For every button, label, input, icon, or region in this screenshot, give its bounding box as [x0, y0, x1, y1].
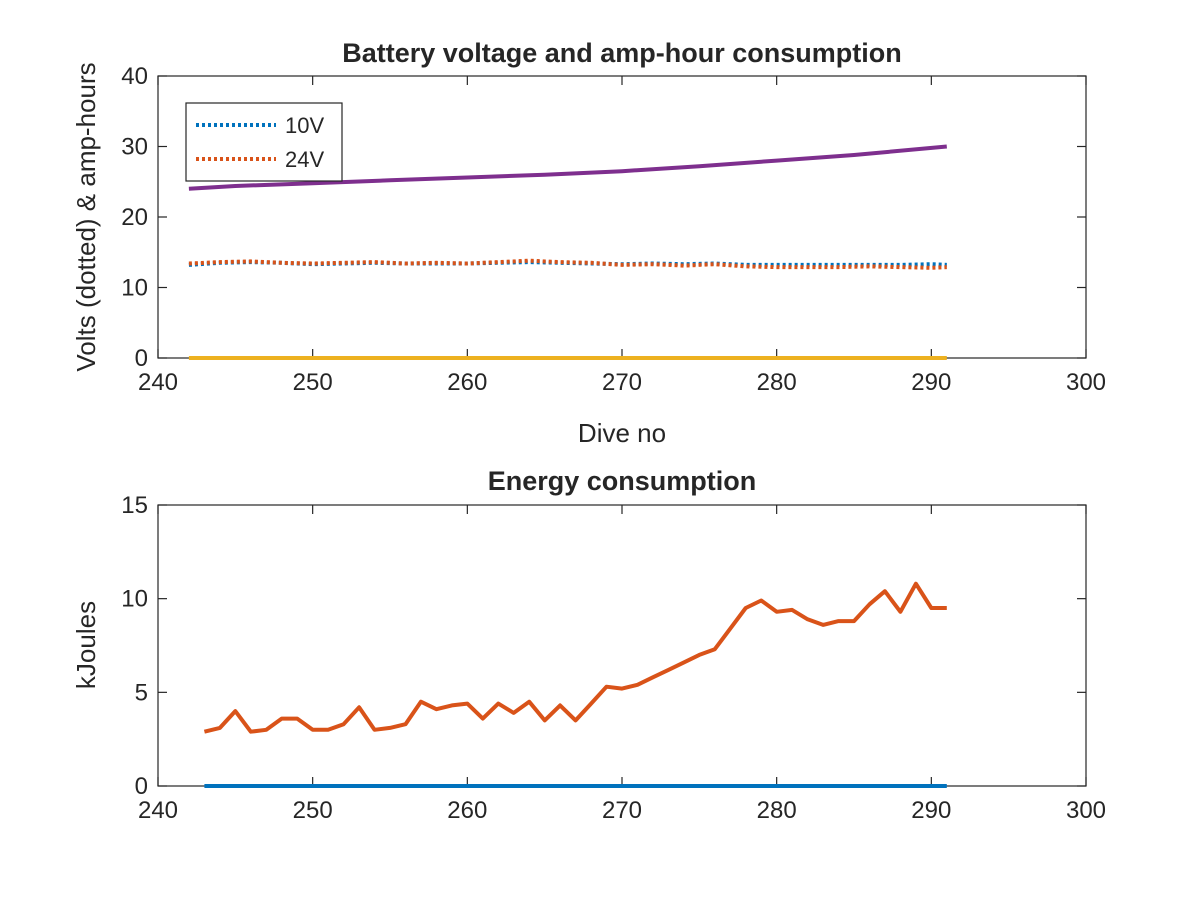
- chart-energy: Energy consumption kJoules 240 250 260 270 2…: [71, 466, 1106, 824]
- x-tick-label: 290: [911, 797, 951, 824]
- y-axis-label-energy: kJoules: [71, 601, 101, 689]
- x-tick-label: 290: [911, 369, 951, 396]
- x-tick-label: 280: [757, 369, 797, 396]
- x-tick-label: 260: [447, 797, 487, 824]
- series-line-0-2: [188, 144, 947, 191]
- x-tick-label: 270: [602, 369, 642, 396]
- series-energy: [203, 581, 947, 788]
- y-axis-label-battery: Volts (dotted) & amp-hours: [71, 62, 101, 371]
- x-tick-label: 240: [138, 797, 178, 824]
- ticks-energy: 240 250 260 270 280 290 300 0 5 10 15: [121, 492, 1106, 824]
- x-tick-label: 240: [138, 369, 178, 396]
- ticks-battery: 240 250 260 270 280 290 300 0 10 20 30 40: [121, 63, 1106, 396]
- legend-box: [185, 102, 343, 182]
- y-tick-label: 10: [121, 275, 148, 302]
- x-tick-label: 270: [602, 797, 642, 824]
- x-tick-label: 280: [757, 797, 797, 824]
- y-tick-label: 40: [121, 63, 148, 90]
- chart-battery: Battery voltage and amp-hour consumption…: [71, 38, 1106, 448]
- x-axis-label-battery: Dive no: [578, 418, 666, 448]
- y-tick-label: 0: [135, 345, 148, 372]
- axes-box-energy: [157, 504, 1087, 787]
- y-tick-label: 30: [121, 134, 148, 161]
- y-tick-label: 0: [135, 773, 148, 800]
- x-tick-label: 300: [1066, 797, 1106, 824]
- x-tick-label: 250: [293, 797, 333, 824]
- chart-title-battery: Battery voltage and amp-hour consumption: [342, 38, 902, 68]
- series-battery: [188, 144, 947, 360]
- legend-label-10v: 10V: [285, 113, 324, 138]
- y-tick-label: 5: [135, 679, 148, 706]
- x-tick-label: 250: [293, 369, 333, 396]
- y-tick-label: 10: [121, 586, 148, 613]
- legend-battery: 10V 24V: [185, 102, 343, 182]
- series-line-0-1: [188, 258, 947, 270]
- y-tick-label: 15: [121, 492, 148, 519]
- series-line-1-0: [203, 581, 947, 734]
- x-tick-label: 260: [447, 369, 487, 396]
- legend-label-24v: 24V: [285, 147, 324, 172]
- y-tick-label: 20: [121, 204, 148, 231]
- x-tick-label: 300: [1066, 369, 1106, 396]
- chart-title-energy: Energy consumption: [488, 466, 757, 496]
